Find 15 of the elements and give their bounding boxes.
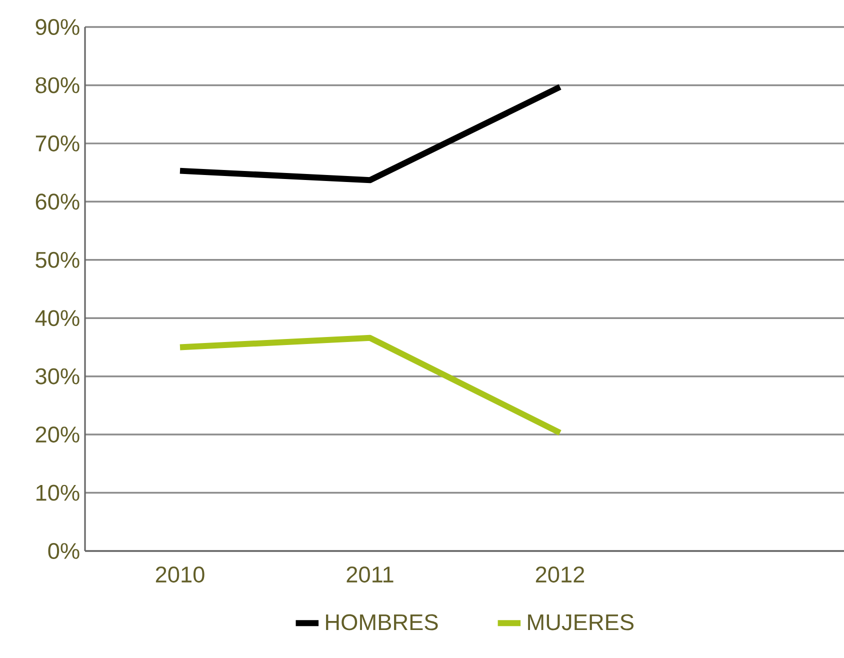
y-tick-label: 70% <box>36 135 80 152</box>
y-tick-label: 50% <box>36 252 80 268</box>
legend-label: MUJERES <box>528 614 634 630</box>
y-tick-label: 20% <box>36 426 80 443</box>
y-tick-label: 0% <box>48 542 80 560</box>
y-tick-label: 30% <box>36 368 80 384</box>
y-tick-label: 80% <box>36 77 80 94</box>
legend-label: HOMBRES <box>326 614 438 630</box>
x-tick-label: 2012 <box>536 566 584 583</box>
y-tick-label: 90% <box>36 18 80 36</box>
y-tick-label: 60% <box>36 194 80 210</box>
y-tick-label: 10% <box>36 484 80 501</box>
x-tick-label: 2010 <box>156 566 204 583</box>
x-tick-label: 2011 <box>346 566 394 583</box>
y-tick-label: 40% <box>35 310 80 326</box>
